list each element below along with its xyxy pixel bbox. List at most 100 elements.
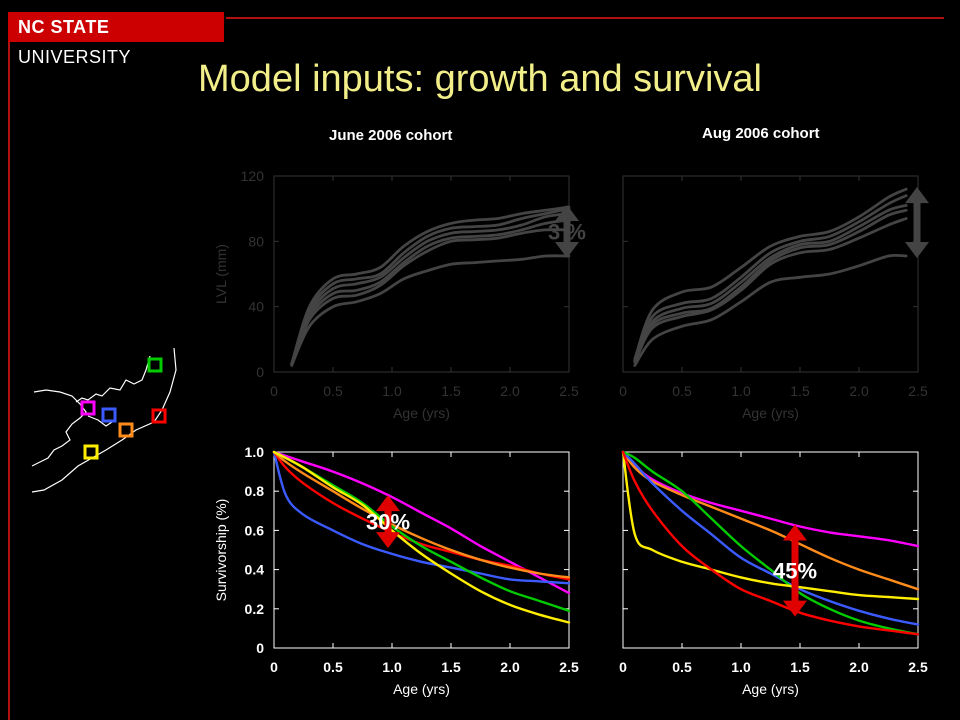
series-line xyxy=(272,450,571,579)
series-line xyxy=(272,450,571,624)
series-line xyxy=(633,253,908,367)
y-tick-label: 0.2 xyxy=(245,601,265,617)
x-axis-label: Age (yrs) xyxy=(393,681,450,697)
y-tick-label: 0 xyxy=(256,640,264,656)
growth-june-chart: 0 0.5 1.0 1.5 2.0 2.5 0 40 80 120 Age (yrs) LVL (mm… xyxy=(213,168,586,421)
difference-label: 3 % xyxy=(548,220,586,245)
x-axis-label: Age (yrs) xyxy=(393,405,450,421)
x-tick-label: 0.5 xyxy=(323,383,343,399)
side-rule xyxy=(8,40,10,720)
brand-bold: NC STATE xyxy=(18,17,110,37)
series-line xyxy=(633,208,908,364)
series-line xyxy=(290,212,571,366)
x-tick-label: 0 xyxy=(619,659,627,675)
x-tick-label: 0.5 xyxy=(323,659,343,675)
x-tick-label: 2.5 xyxy=(908,659,928,675)
y-axis-label: LVL (mm) xyxy=(213,244,229,304)
series-line xyxy=(290,207,571,366)
x-tick-label: 2.0 xyxy=(500,659,520,675)
arrow-head-up xyxy=(783,524,807,541)
y-tick-label: 0.6 xyxy=(245,522,265,538)
arrow-head-up xyxy=(555,205,579,222)
yellow-site-marker xyxy=(83,444,99,460)
x-tick-label: 2.5 xyxy=(559,659,579,675)
x-tick-label: 1.5 xyxy=(441,659,461,675)
difference-arrow: 30% xyxy=(366,495,410,549)
x-tick-label: 1.5 xyxy=(790,383,810,399)
y-tick-label: 0.4 xyxy=(245,562,265,578)
survival-june-chart: 0 0.5 1.0 1.5 2.0 2.5 0 0.2 0.4 0.6 0.8 1.0 Age (yrs… xyxy=(213,444,579,697)
brand-rest: UNIVERSITY xyxy=(18,47,132,67)
series-line xyxy=(272,450,571,595)
plot-frame xyxy=(273,451,570,649)
y-axis-label: Survivorship (%) xyxy=(213,499,229,602)
magenta-site-marker xyxy=(80,400,96,416)
x-tick-label: 1.0 xyxy=(382,659,402,675)
nc-coast-map xyxy=(31,347,177,493)
series-line xyxy=(621,450,920,601)
arrow-head-down xyxy=(905,242,929,259)
arrow-head-down xyxy=(555,242,579,259)
y-tick-label: 80 xyxy=(248,233,264,249)
series-line xyxy=(272,450,571,581)
arrow-head-down xyxy=(376,532,400,549)
series-line xyxy=(272,450,571,585)
x-tick-label: 1.0 xyxy=(731,383,751,399)
river-mouth xyxy=(87,415,113,427)
plot-frame xyxy=(622,451,919,649)
series-line xyxy=(290,254,571,367)
x-tick-label: 1.5 xyxy=(790,659,810,675)
x-tick-label: 0.5 xyxy=(672,659,692,675)
blue-site-marker xyxy=(101,407,117,423)
arrow-head-down xyxy=(783,600,807,617)
x-tick-label: 2.0 xyxy=(849,383,869,399)
plot-frame xyxy=(273,175,570,373)
red-site-marker xyxy=(151,408,167,424)
x-tick-label: 1.0 xyxy=(382,383,402,399)
series-line xyxy=(621,450,920,636)
outer-banks-line xyxy=(31,347,177,493)
arrow-head-up xyxy=(376,495,400,512)
x-tick-label: 2.0 xyxy=(500,383,520,399)
y-tick-label: 40 xyxy=(248,299,264,315)
difference-arrow: 3 % xyxy=(548,205,586,259)
x-axis-label: Age (yrs) xyxy=(742,681,799,697)
y-tick-label: 120 xyxy=(241,168,265,184)
header-rule xyxy=(226,17,944,19)
x-tick-label: 1.0 xyxy=(731,659,751,675)
difference-label: 45% xyxy=(773,559,817,584)
university-logo: NC STATE UNIVERSITY xyxy=(8,12,224,67)
x-tick-label: 2.5 xyxy=(908,383,928,399)
series-line xyxy=(290,218,571,366)
series-line xyxy=(290,228,571,366)
series-line xyxy=(621,450,920,636)
x-tick-label: 0 xyxy=(270,659,278,675)
series-line xyxy=(621,450,920,548)
mainland-shoreline xyxy=(31,389,87,467)
x-tick-label: 2.5 xyxy=(559,383,579,399)
page-title: Model inputs: growth and survival xyxy=(198,58,762,100)
x-tick-label: 0 xyxy=(619,383,627,399)
series-line xyxy=(633,217,908,364)
sound-shoreline xyxy=(75,355,151,403)
series-line xyxy=(621,450,920,626)
orange-site-marker xyxy=(118,422,134,438)
y-tick-label: 0 xyxy=(256,364,264,380)
difference-arrow xyxy=(905,187,929,259)
survival-aug-chart: 0 0.5 1.0 1.5 2.0 2.5 Age (yrs) 45% xyxy=(619,450,928,697)
cohort-label-june: June 2006 cohort xyxy=(329,127,453,144)
x-tick-label: 0.5 xyxy=(672,383,692,399)
series-line xyxy=(290,205,571,366)
x-tick-label: 1.5 xyxy=(441,383,461,399)
difference-arrow: 45% xyxy=(773,524,817,617)
cohort-label-aug: Aug 2006 cohort xyxy=(702,125,820,142)
green-site-marker xyxy=(147,357,163,373)
arrow-head-up xyxy=(905,187,929,204)
x-axis-label: Age (yrs) xyxy=(742,405,799,421)
difference-label: 30% xyxy=(366,510,410,535)
x-tick-label: 0 xyxy=(270,383,278,399)
plot-frame xyxy=(622,175,919,373)
series-line xyxy=(633,187,908,361)
series-line xyxy=(272,450,571,612)
series-line xyxy=(633,194,908,362)
